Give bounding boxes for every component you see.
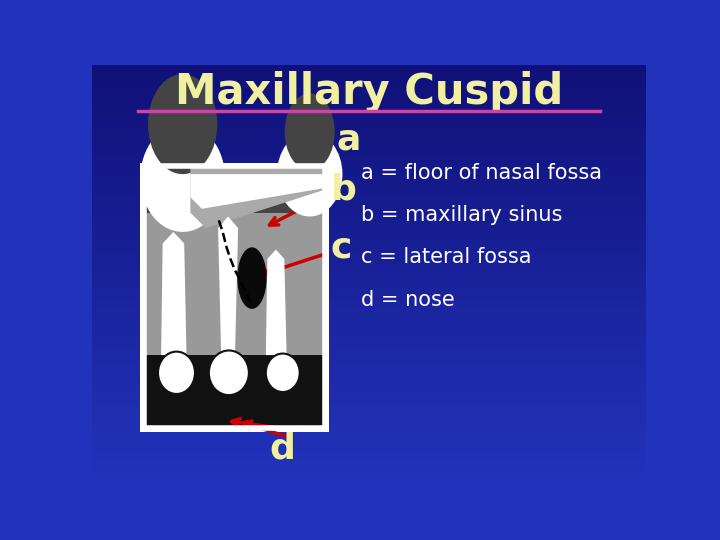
Ellipse shape [284, 93, 335, 170]
Bar [92, 224, 647, 231]
Bar [92, 126, 647, 134]
Bar [92, 154, 647, 162]
Bar [92, 244, 647, 252]
Bar [92, 92, 647, 99]
Bar [92, 362, 647, 370]
Polygon shape [218, 217, 238, 355]
Bar [92, 320, 647, 328]
Text: Maxillary Cuspid: Maxillary Cuspid [175, 71, 563, 113]
Polygon shape [266, 249, 287, 355]
Bar [92, 85, 647, 92]
Bar [92, 99, 647, 106]
Bar [92, 71, 647, 79]
Text: b = maxillary sinus: b = maxillary sinus [361, 205, 562, 225]
Bar [92, 452, 647, 460]
Bar [92, 161, 647, 168]
Bar [92, 140, 647, 148]
Bar [92, 195, 647, 204]
Bar [92, 231, 647, 238]
Bar [92, 64, 647, 72]
Text: d: d [270, 431, 296, 465]
Ellipse shape [238, 247, 266, 309]
Text: d = nose: d = nose [361, 289, 455, 309]
Bar [92, 202, 647, 211]
Bar [92, 314, 647, 321]
Bar [92, 272, 647, 280]
Ellipse shape [266, 354, 300, 392]
Bar [144, 166, 325, 298]
Bar [92, 403, 647, 411]
Bar [92, 265, 647, 273]
Bar [92, 175, 647, 183]
Bar [92, 390, 647, 397]
Bar [92, 424, 647, 432]
Ellipse shape [209, 350, 249, 395]
Bar [92, 327, 647, 335]
Bar [92, 133, 647, 141]
Bar [92, 341, 647, 349]
Bar [144, 355, 325, 428]
Text: a = floor of nasal fossa: a = floor of nasal fossa [361, 163, 603, 183]
Bar [92, 286, 647, 294]
Ellipse shape [158, 352, 195, 394]
Bar [92, 300, 647, 307]
Bar [144, 213, 325, 359]
Bar [92, 307, 647, 314]
Bar [92, 217, 647, 224]
Bar [92, 293, 647, 300]
Bar [92, 119, 647, 127]
Bar [140, 163, 329, 432]
Bar [92, 237, 647, 245]
Bar [92, 445, 647, 453]
Bar [92, 383, 647, 390]
Bar [92, 251, 647, 259]
Bar [92, 168, 647, 176]
Bar [92, 438, 647, 446]
Bar [92, 417, 647, 425]
Bar [92, 147, 647, 155]
Text: a: a [337, 123, 361, 157]
Bar [92, 473, 647, 481]
Bar [92, 376, 647, 383]
Polygon shape [190, 166, 325, 228]
Bar [92, 182, 647, 190]
Text: b: b [330, 173, 356, 206]
Bar [92, 397, 647, 404]
Bar [92, 355, 647, 363]
Text: c: c [330, 230, 352, 264]
Bar [92, 348, 647, 356]
Bar [92, 210, 647, 217]
Bar [144, 166, 325, 428]
Ellipse shape [148, 74, 217, 174]
Bar [92, 466, 647, 474]
Bar [92, 369, 647, 377]
Bar [92, 106, 647, 113]
Text: c = lateral fossa: c = lateral fossa [361, 247, 532, 267]
Bar [92, 334, 647, 342]
Ellipse shape [140, 124, 225, 232]
Bar [92, 431, 647, 439]
Ellipse shape [277, 132, 343, 217]
Bar [92, 410, 647, 418]
Bar [92, 189, 647, 197]
Bar [92, 112, 647, 120]
Bar [92, 279, 647, 287]
Bar [92, 258, 647, 266]
Bar [92, 459, 647, 467]
Polygon shape [190, 174, 325, 209]
Polygon shape [161, 232, 186, 355]
Bar [92, 78, 647, 85]
